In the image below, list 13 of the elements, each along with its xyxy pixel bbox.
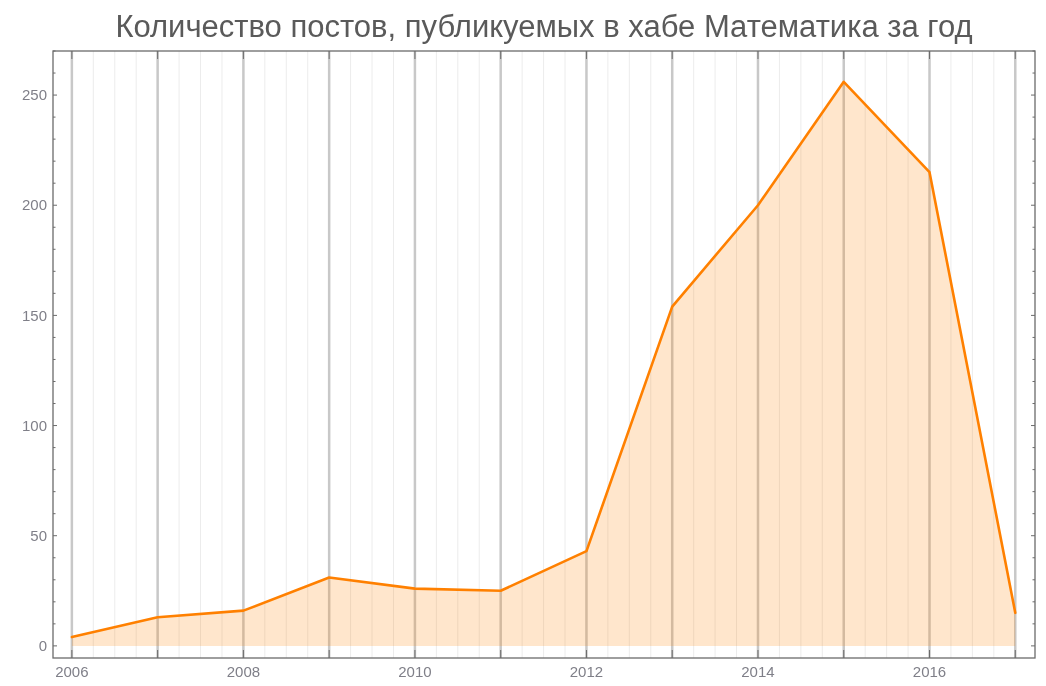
chart-title: Количество постов, публикуемых в хабе Математика за год bbox=[115, 9, 973, 44]
y-tick-label: 50 bbox=[30, 526, 47, 544]
x-tick-label: 2006 bbox=[55, 663, 89, 680]
x-tick-label: 2010 bbox=[398, 663, 432, 680]
y-tick-label: 100 bbox=[21, 416, 47, 434]
y-tick-label: 250 bbox=[21, 86, 47, 104]
x-tick-label: 2014 bbox=[741, 663, 775, 680]
y-tick-label: 200 bbox=[21, 196, 47, 214]
y-tick-label: 0 bbox=[38, 637, 47, 655]
x-tick-label: 2012 bbox=[569, 663, 604, 680]
x-tick-label: 2016 bbox=[912, 663, 947, 680]
x-tick-label: 2008 bbox=[226, 663, 261, 680]
y-tick-label: 150 bbox=[21, 306, 47, 324]
